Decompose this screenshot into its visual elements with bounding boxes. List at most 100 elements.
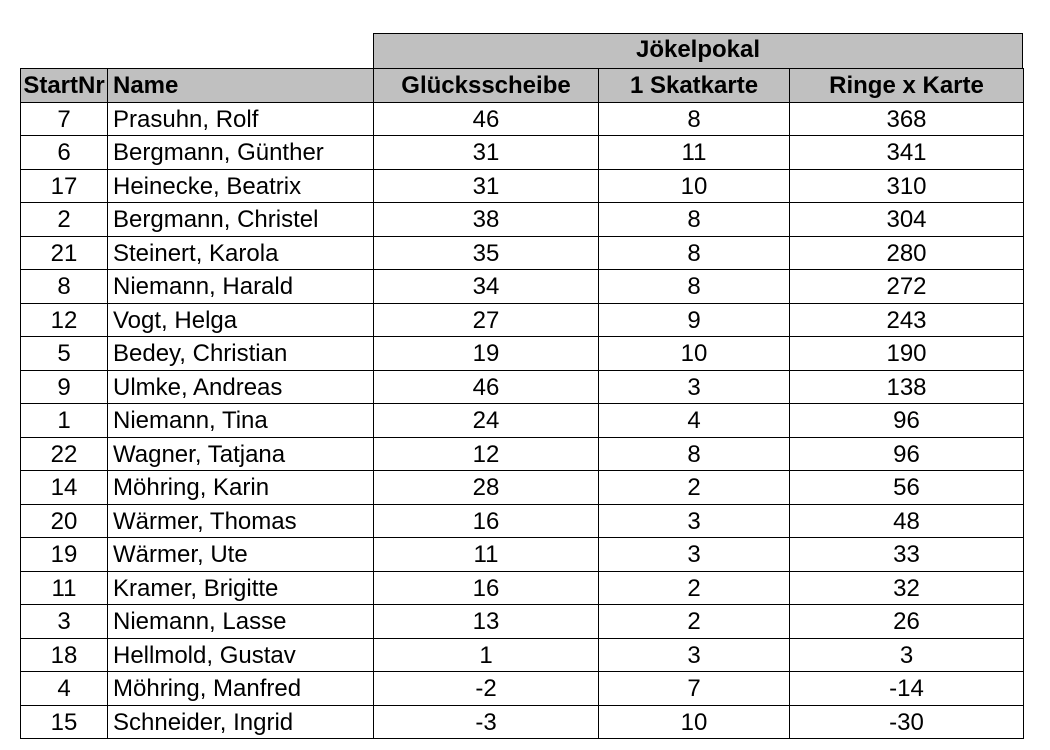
number-cell: 4 <box>20 671 108 706</box>
number-cell: 22 <box>20 436 108 472</box>
number-cell: 46 <box>373 369 599 405</box>
name-cell: Möhring, Manfred <box>107 671 374 706</box>
name-cell: Kramer, Brigitte <box>107 570 374 606</box>
number-cell: 138 <box>789 369 1024 405</box>
number-cell: 190 <box>789 336 1024 371</box>
number-cell: 243 <box>789 302 1024 338</box>
number-cell: 14 <box>20 470 108 505</box>
name-cell: Schneider, Ingrid <box>107 704 374 739</box>
name-cell: Niemann, Tina <box>107 403 374 438</box>
column-header: Ringe x Karte <box>789 68 1024 103</box>
name-cell: Niemann, Harald <box>107 269 374 304</box>
number-cell: 8 <box>598 102 790 137</box>
number-cell: 3 <box>598 537 790 572</box>
name-cell: Ulmke, Andreas <box>107 369 374 405</box>
number-cell: 31 <box>373 168 599 204</box>
number-cell: -30 <box>789 704 1024 739</box>
name-cell: Wagner, Tatjana <box>107 436 374 472</box>
name-cell: Wärmer, Ute <box>107 537 374 572</box>
number-cell: 19 <box>20 537 108 572</box>
name-cell: Bergmann, Christel <box>107 202 374 237</box>
number-cell: 9 <box>20 369 108 405</box>
number-cell: 341 <box>789 135 1024 170</box>
number-cell: 28 <box>373 470 599 505</box>
number-cell: 12 <box>20 302 108 338</box>
number-cell: 272 <box>789 269 1024 304</box>
number-cell: 10 <box>598 704 790 739</box>
number-cell: 2 <box>598 470 790 505</box>
name-cell: Niemann, Lasse <box>107 604 374 639</box>
number-cell: 3 <box>789 637 1024 673</box>
name-cell: Vogt, Helga <box>107 302 374 338</box>
name-cell: Wärmer, Thomas <box>107 503 374 539</box>
number-cell: 8 <box>598 235 790 271</box>
name-cell: Möhring, Karin <box>107 470 374 505</box>
group-header: Jökelpokal <box>373 33 1023 69</box>
number-cell: 96 <box>789 403 1024 438</box>
number-cell: 368 <box>789 102 1024 137</box>
number-cell: 1 <box>20 403 108 438</box>
number-cell: 15 <box>20 704 108 739</box>
number-cell: 2 <box>20 202 108 237</box>
number-cell: 10 <box>598 336 790 371</box>
number-cell: 21 <box>20 235 108 271</box>
number-cell: 16 <box>373 570 599 606</box>
number-cell: 32 <box>789 570 1024 606</box>
number-cell: 13 <box>373 604 599 639</box>
number-cell: 2 <box>598 570 790 606</box>
number-cell: 7 <box>20 102 108 137</box>
number-cell: 2 <box>598 604 790 639</box>
number-cell: 1 <box>373 637 599 673</box>
name-cell: Heinecke, Beatrix <box>107 168 374 204</box>
number-cell: -2 <box>373 671 599 706</box>
number-cell: 46 <box>373 102 599 137</box>
number-cell: 35 <box>373 235 599 271</box>
number-cell: 3 <box>598 637 790 673</box>
number-cell: 38 <box>373 202 599 237</box>
number-cell: 11 <box>598 135 790 170</box>
number-cell: 24 <box>373 403 599 438</box>
number-cell: 7 <box>598 671 790 706</box>
number-cell: 31 <box>373 135 599 170</box>
name-cell: Bedey, Christian <box>107 336 374 371</box>
number-cell: 5 <box>20 336 108 371</box>
number-cell: 26 <box>789 604 1024 639</box>
number-cell: 11 <box>373 537 599 572</box>
number-cell: 34 <box>373 269 599 304</box>
column-header: 1 Skatkarte <box>598 68 790 103</box>
number-cell: 12 <box>373 436 599 472</box>
number-cell: 304 <box>789 202 1024 237</box>
name-cell: Hellmold, Gustav <box>107 637 374 673</box>
number-cell: 17 <box>20 168 108 204</box>
number-cell: 48 <box>789 503 1024 539</box>
number-cell: 96 <box>789 436 1024 472</box>
number-cell: 56 <box>789 470 1024 505</box>
number-cell: 280 <box>789 235 1024 271</box>
number-cell: 33 <box>789 537 1024 572</box>
name-cell: Steinert, Karola <box>107 235 374 271</box>
name-cell: Bergmann, Günther <box>107 135 374 170</box>
number-cell: -3 <box>373 704 599 739</box>
number-cell: 8 <box>598 436 790 472</box>
number-cell: 27 <box>373 302 599 338</box>
number-cell: 8 <box>20 269 108 304</box>
number-cell: 8 <box>598 202 790 237</box>
number-cell: 20 <box>20 503 108 539</box>
column-header: StartNr <box>20 68 108 103</box>
number-cell: 6 <box>20 135 108 170</box>
number-cell: -14 <box>789 671 1024 706</box>
name-cell: Prasuhn, Rolf <box>107 102 374 137</box>
number-cell: 4 <box>598 403 790 438</box>
number-cell: 9 <box>598 302 790 338</box>
column-header: Glücksscheibe <box>373 68 599 103</box>
number-cell: 310 <box>789 168 1024 204</box>
number-cell: 3 <box>20 604 108 639</box>
number-cell: 18 <box>20 637 108 673</box>
number-cell: 3 <box>598 369 790 405</box>
number-cell: 19 <box>373 336 599 371</box>
column-header: Name <box>107 68 374 103</box>
number-cell: 16 <box>373 503 599 539</box>
number-cell: 8 <box>598 269 790 304</box>
number-cell: 10 <box>598 168 790 204</box>
